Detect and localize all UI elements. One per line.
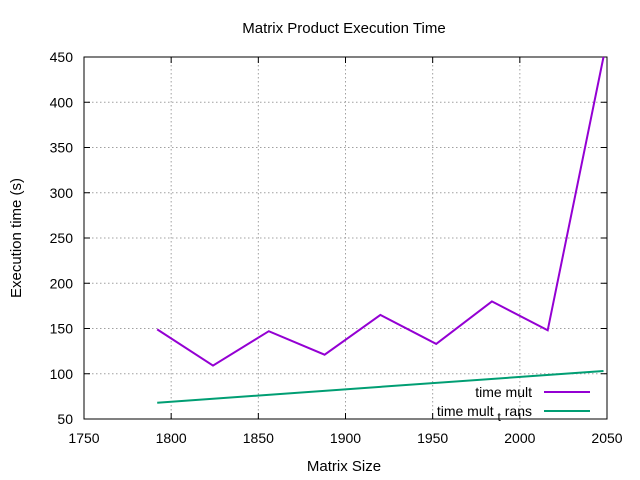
legend: time mult time mult t rans <box>437 384 590 424</box>
chart-title: Matrix Product Execution Time <box>242 20 445 37</box>
y-axis-title: Execution time (s) <box>8 178 25 298</box>
grid <box>84 57 607 419</box>
x-tick-labels: 1750 1800 1850 1900 1950 2000 2050 <box>68 430 622 446</box>
legend-label: time mult t rans <box>437 403 532 424</box>
y-tick-label: 200 <box>50 275 74 291</box>
y-tick-label: 150 <box>50 321 74 337</box>
x-tick-label: 1950 <box>417 430 448 446</box>
x-axis-title: Matrix Size <box>307 458 381 475</box>
axis-ticks <box>83 56 608 420</box>
y-tick-label: 100 <box>50 366 74 382</box>
x-tick-label: 1800 <box>156 430 187 446</box>
legend-label-suffix: rans <box>501 403 532 419</box>
y-tick-label: 350 <box>50 140 74 156</box>
x-tick-label: 1900 <box>330 430 361 446</box>
x-tick-label: 2000 <box>504 430 535 446</box>
series-line-2 <box>157 370 604 404</box>
y-tick-label: 450 <box>50 49 74 65</box>
x-tick-label: 1750 <box>68 430 99 446</box>
y-tick-label: 50 <box>57 411 73 427</box>
y-tick-label: 300 <box>50 185 74 201</box>
legend-label-subscript: t <box>498 410 502 424</box>
series-line-1 <box>156 56 605 367</box>
y-tick-labels: 50 100 150 200 250 300 350 400 450 <box>50 49 74 427</box>
y-tick-label: 400 <box>50 94 74 110</box>
x-tick-label: 1850 <box>243 430 274 446</box>
y-tick-label: 250 <box>50 230 74 246</box>
x-tick-label: 2050 <box>591 430 622 446</box>
series-layer <box>156 56 605 404</box>
legend-label: time mult <box>475 384 532 400</box>
